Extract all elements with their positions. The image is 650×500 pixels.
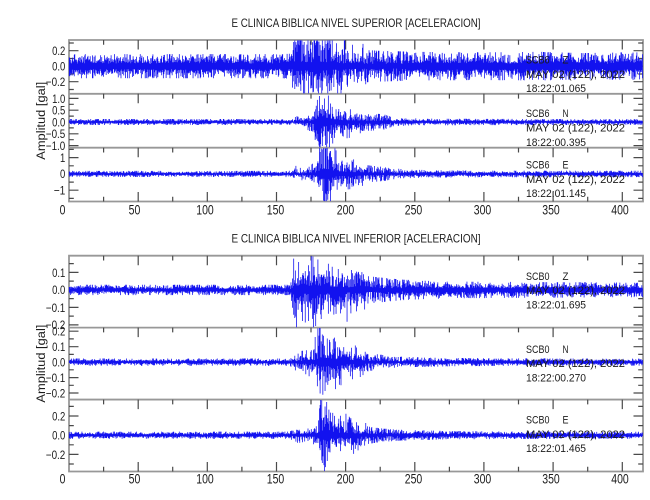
svg-text:MAY 02 (122), 2022: MAY 02 (122), 2022	[526, 358, 625, 370]
svg-text:100: 100	[196, 470, 214, 486]
svg-text:Z: Z	[563, 55, 569, 67]
svg-text:−0.2: −0.2	[46, 318, 66, 332]
svg-text:18:22:01.065: 18:22:01.065	[526, 83, 586, 95]
svg-text:150: 150	[267, 470, 285, 486]
svg-text:0.0: 0.0	[52, 115, 65, 129]
svg-text:SCB6: SCB6	[526, 55, 550, 67]
svg-text:18:22:00.270: 18:22:00.270	[526, 373, 586, 385]
svg-text:1.0: 1.0	[52, 92, 65, 106]
svg-text:E CLINICA BIBLICA NIVEL INFERI: E CLINICA BIBLICA NIVEL INFERIOR [ACELER…	[232, 233, 481, 246]
svg-text:0.0: 0.0	[52, 60, 65, 74]
svg-text:MAY 02 (122), 2022: MAY 02 (122), 2022	[526, 69, 625, 81]
svg-text:−1.0: −1.0	[46, 139, 66, 153]
svg-text:300: 300	[474, 470, 492, 486]
svg-text:100: 100	[196, 202, 214, 218]
svg-text:SCB0: SCB0	[526, 271, 550, 283]
svg-text:150: 150	[267, 202, 285, 218]
svg-text:−0.1: −0.1	[46, 301, 66, 315]
svg-text:18:22:00.395: 18:22:00.395	[526, 137, 586, 149]
svg-text:E CLINICA BIBLICA NIVEL SUPERI: E CLINICA BIBLICA NIVEL SUPERIOR [ACELER…	[232, 17, 481, 30]
svg-text:0: 0	[60, 167, 66, 181]
svg-text:50: 50	[129, 202, 141, 218]
svg-text:−0.2: −0.2	[46, 386, 66, 400]
svg-text:18:22:01.695: 18:22:01.695	[526, 300, 586, 312]
svg-text:18:22:01.145: 18:22:01.145	[526, 188, 586, 200]
svg-text:MAY 02 (122), 2022: MAY 02 (122), 2022	[526, 123, 625, 135]
svg-text:N: N	[563, 108, 569, 120]
svg-text:E: E	[563, 160, 569, 172]
svg-text:200: 200	[337, 470, 355, 486]
svg-text:0: 0	[60, 470, 66, 486]
svg-text:0.2: 0.2	[52, 409, 65, 423]
svg-text:−0.1: −0.1	[46, 371, 66, 385]
svg-text:−0.5: −0.5	[46, 127, 66, 141]
svg-text:250: 250	[405, 202, 423, 218]
svg-text:400: 400	[611, 202, 629, 218]
svg-text:300: 300	[474, 202, 492, 218]
svg-text:MAY 02 (122), 2022: MAY 02 (122), 2022	[526, 174, 625, 186]
svg-text:MAY 02 (122), 2022: MAY 02 (122), 2022	[526, 429, 625, 441]
svg-text:400: 400	[611, 470, 629, 486]
svg-text:0.0: 0.0	[52, 429, 65, 443]
svg-text:0.2: 0.2	[52, 325, 65, 339]
svg-text:N: N	[563, 344, 569, 356]
svg-text:−0.2: −0.2	[46, 75, 66, 89]
svg-text:Amplitud [gal]: Amplitud [gal]	[36, 82, 48, 160]
svg-text:−0.2: −0.2	[46, 448, 66, 462]
svg-text:0.1: 0.1	[52, 340, 65, 354]
svg-text:0.2: 0.2	[52, 44, 65, 58]
svg-text:SCB0: SCB0	[526, 344, 550, 356]
svg-text:350: 350	[542, 470, 560, 486]
svg-text:SCB6: SCB6	[526, 108, 550, 120]
svg-text:0.0: 0.0	[52, 356, 65, 370]
svg-text:0: 0	[60, 202, 66, 218]
svg-text:SCB0: SCB0	[526, 415, 550, 427]
svg-text:50: 50	[129, 470, 141, 486]
svg-text:Z: Z	[563, 271, 569, 283]
svg-text:0.5: 0.5	[52, 104, 65, 118]
svg-text:350: 350	[542, 202, 560, 218]
svg-text:MAY 02 (122), 2022: MAY 02 (122), 2022	[526, 285, 625, 297]
svg-text:1: 1	[60, 151, 66, 165]
svg-text:250: 250	[405, 470, 423, 486]
svg-text:E: E	[563, 415, 569, 427]
svg-text:0.0: 0.0	[52, 283, 65, 297]
svg-text:SCB6: SCB6	[526, 160, 550, 172]
svg-text:18:22:01.465: 18:22:01.465	[526, 443, 586, 455]
svg-text:200: 200	[337, 202, 355, 218]
svg-text:−1: −1	[54, 184, 66, 198]
svg-text:Amplitud [gal]: Amplitud [gal]	[36, 325, 48, 403]
svg-text:0.1: 0.1	[52, 266, 65, 280]
